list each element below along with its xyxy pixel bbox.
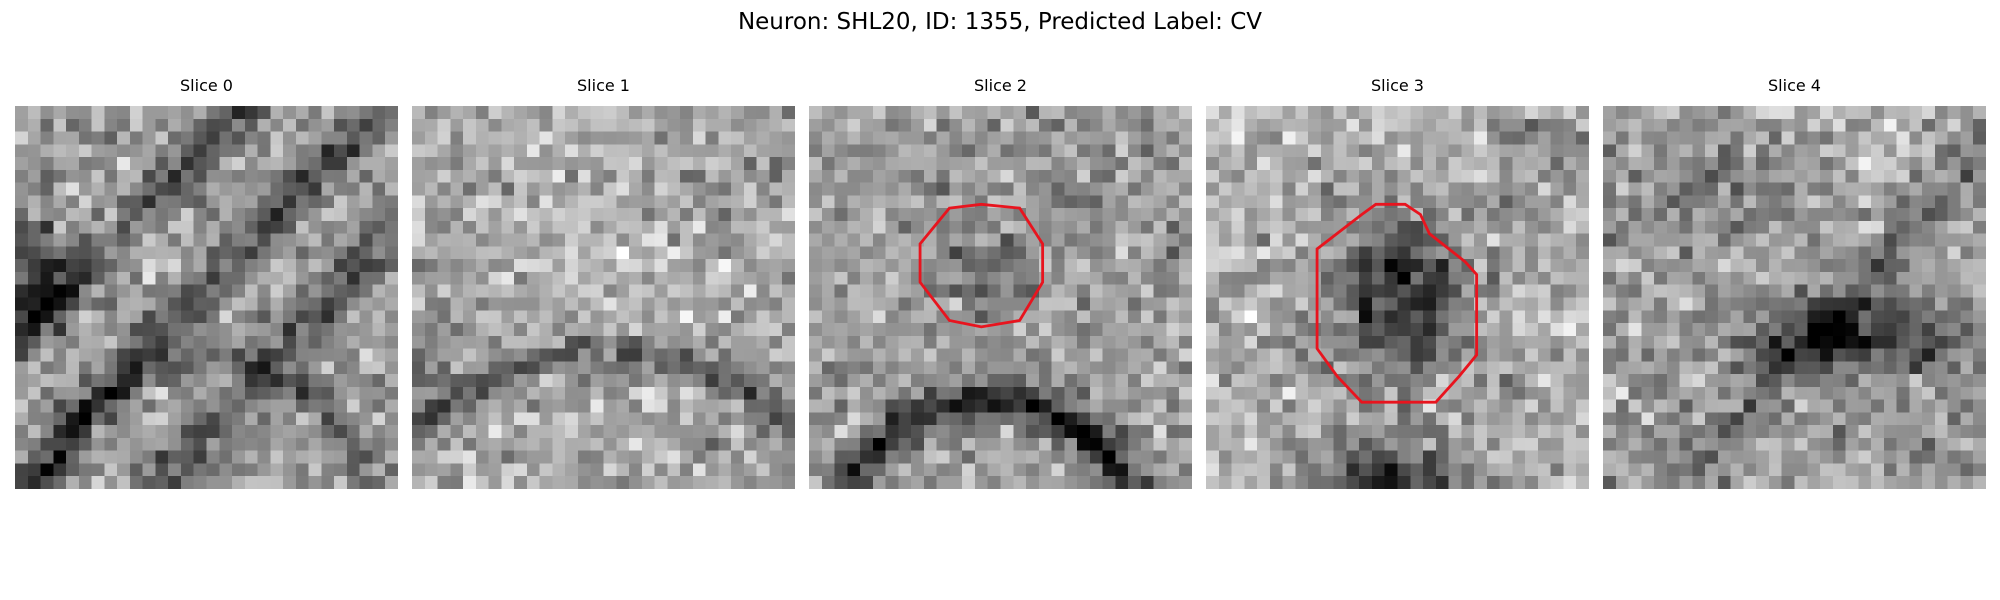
slice-image-4 xyxy=(1603,106,1986,489)
roi-outline-2 xyxy=(918,202,1045,329)
slice-title-2: Slice 2 xyxy=(974,76,1027,95)
slice-image-0 xyxy=(15,106,398,489)
slice-image-1 xyxy=(412,106,795,489)
slice-panel-3: Slice 3 xyxy=(1206,76,1589,489)
slice-panel-2: Slice 2 xyxy=(809,76,1192,489)
slice-title-3: Slice 3 xyxy=(1371,76,1424,95)
slice-title-4: Slice 4 xyxy=(1768,76,1821,95)
slice-title-1: Slice 1 xyxy=(577,76,630,95)
slice-image-3 xyxy=(1206,106,1589,489)
slice-panel-1: Slice 1 xyxy=(412,76,795,489)
slice-image-2 xyxy=(809,106,1192,489)
slice-title-0: Slice 0 xyxy=(180,76,233,95)
roi-outline-3 xyxy=(1315,202,1479,404)
slice-panel-0: Slice 0 xyxy=(15,76,398,489)
slice-panel-4: Slice 4 xyxy=(1603,76,1986,489)
figure-title: Neuron: SHL20, ID: 1355, Predicted Label… xyxy=(737,9,1263,35)
